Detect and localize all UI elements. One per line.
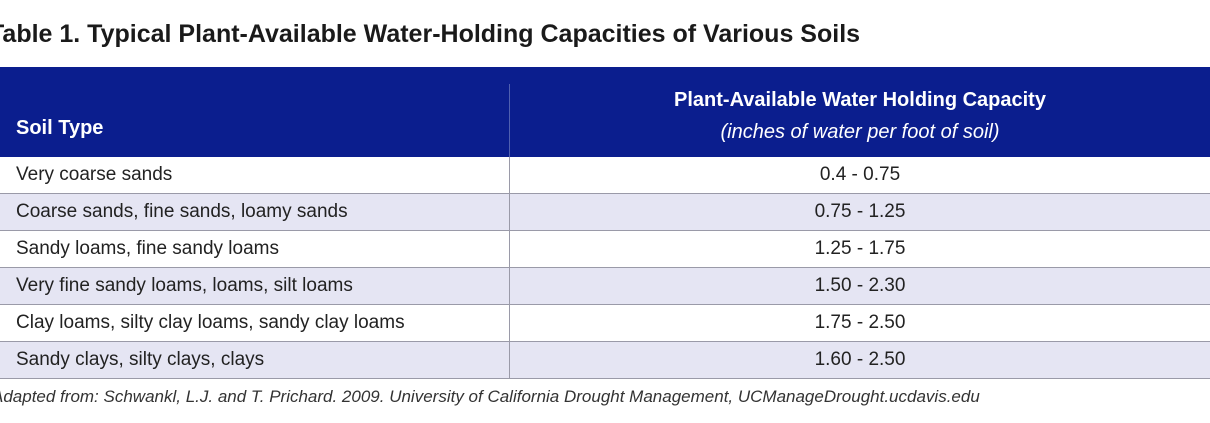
table-cell: 0.4 - 0.75 <box>509 157 1210 193</box>
source-note: Adapted from: Schwankl, L.J. and T. Pric… <box>0 387 980 406</box>
table-cell: 1.25 - 1.75 <box>509 231 1210 267</box>
header-cell: Plant-Available Water Holding Capacity (… <box>509 84 1210 157</box>
table-cell: 1.50 - 2.30 <box>509 268 1210 304</box>
table-row: Very coarse sands 0.4 - 0.75 <box>0 157 1210 194</box>
table-cell: 1.75 - 2.50 <box>509 305 1210 341</box>
table-cell: Very fine sandy loams, loams, silt loams <box>16 275 353 296</box>
header-cell: Soil Type <box>16 117 104 139</box>
table-cell: 0.75 - 1.25 <box>509 194 1210 230</box>
table-header: Soil Type Plant-Available Water Holding … <box>0 67 1210 157</box>
header-subtitle: (inches of water per foot of soil) <box>720 121 1000 143</box>
table-cell: Sandy clays, silty clays, clays <box>16 349 265 370</box>
table-title: Table 1. Typical Plant-Available Water-H… <box>0 20 861 48</box>
table-cell: 1.60 - 2.50 <box>509 342 1210 378</box>
table-row: Sandy loams, fine sandy loams 1.25 - 1.75 <box>0 231 1210 268</box>
table-row: Very fine sandy loams, loams, silt loams… <box>0 268 1210 305</box>
table-row: Sandy clays, silty clays, clays 1.60 - 2.… <box>0 342 1210 379</box>
table-cell: Very coarse sands <box>16 164 173 185</box>
table-cell: Sandy loams, fine sandy loams <box>16 238 279 259</box>
header-title: Plant-Available Water Holding Capacity <box>674 89 1046 111</box>
table-cell: Coarse sands, fine sands, loamy sands <box>16 201 348 222</box>
table: Soil Type Plant-Available Water Holding … <box>0 67 1210 379</box>
table-cell: Clay loams, silty clay loams, sandy clay… <box>16 312 405 333</box>
table-row: Clay loams, silty clay loams, sandy clay… <box>0 305 1210 342</box>
table-body: Very coarse sands 0.4 - 0.75 Coarse sands,… <box>0 157 1210 379</box>
table-row: Coarse sands, fine sands, loamy sands 0.7… <box>0 194 1210 231</box>
